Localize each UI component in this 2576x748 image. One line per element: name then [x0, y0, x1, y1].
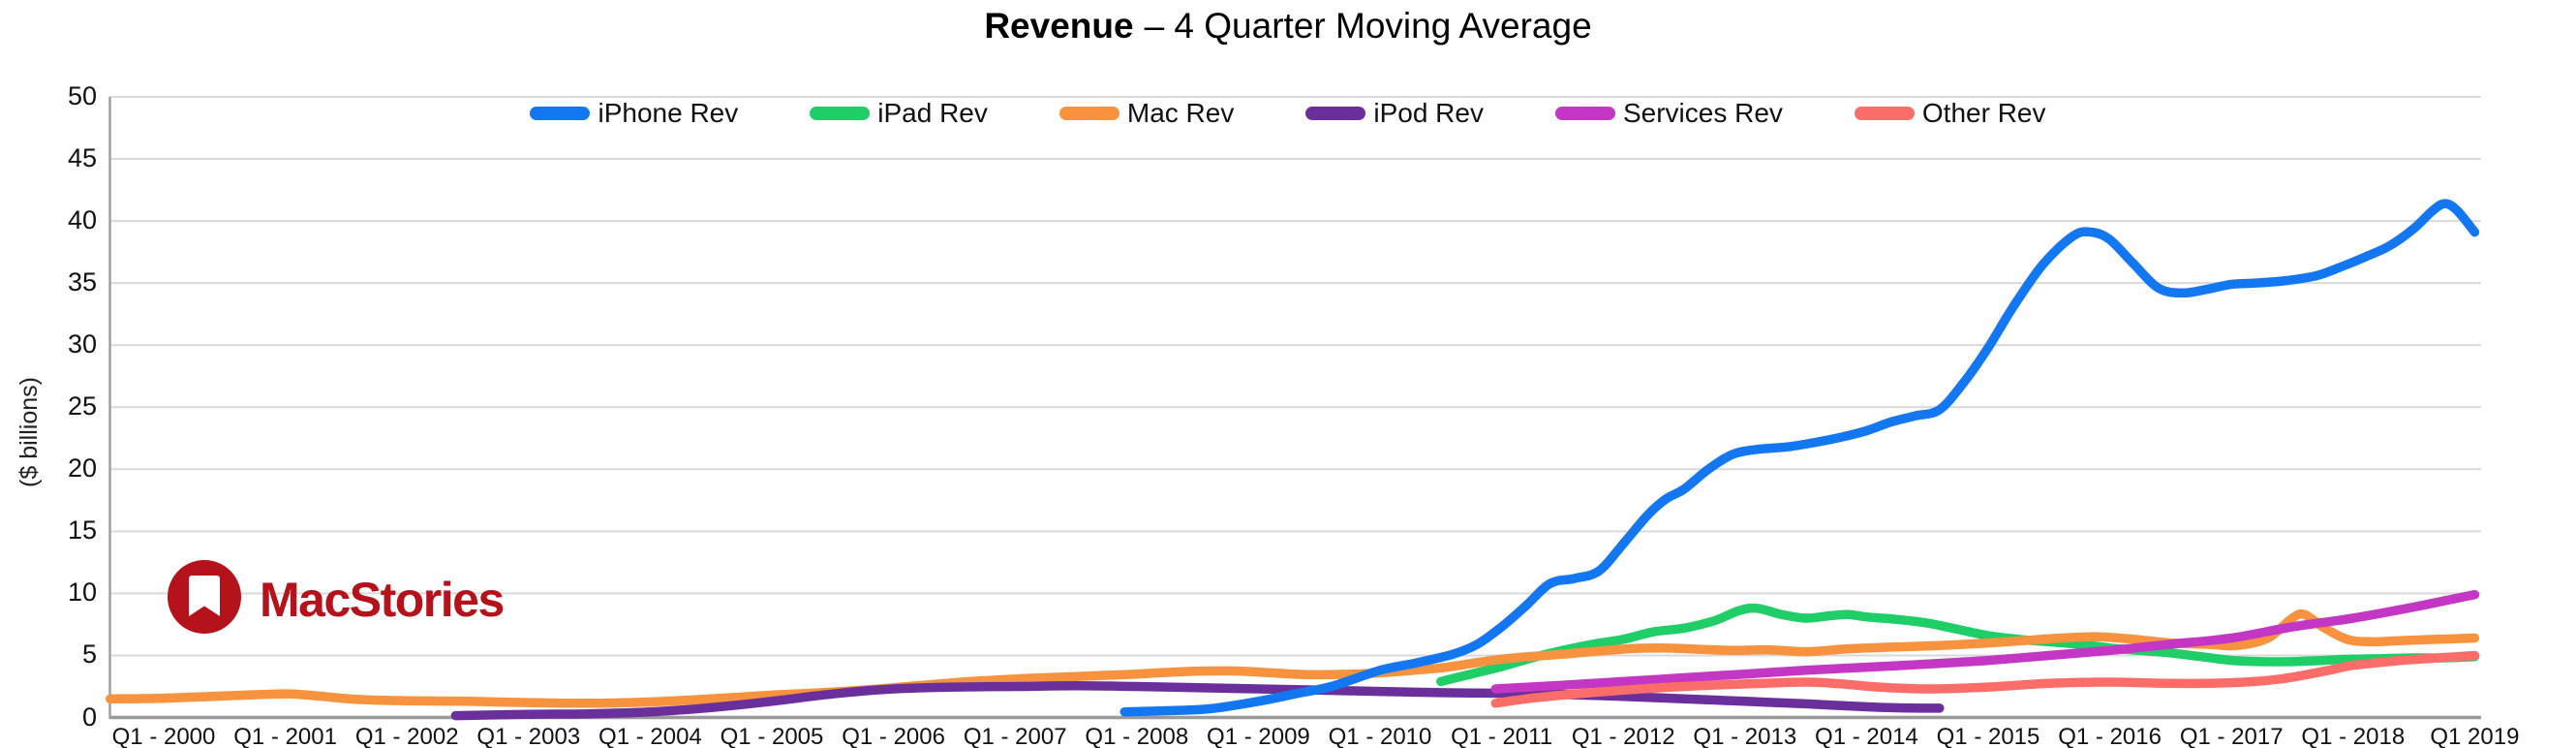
- y-axis-tick-label: 40: [67, 205, 97, 235]
- x-axis-labels: Q1 - 2000 Q1 - 2001 Q1 - 2002 Q1 - 2003 Q1 -…: [0, 724, 2576, 748]
- legend-label: iPhone Rev: [598, 98, 739, 128]
- legend-item-services-rev[interactable]: Services Rev: [1554, 98, 1783, 129]
- y-axis-tick-label: 35: [67, 267, 97, 297]
- y-axis-tick-label: 15: [67, 515, 97, 545]
- legend-swatch-services-rev: [1554, 107, 1615, 120]
- y-axis-tick-label: 20: [67, 453, 97, 483]
- x-axis-tick-label: Q1 - 2016: [2058, 724, 2162, 748]
- chart-title: Revenue – 4 Quarter Moving Average: [0, 6, 2576, 47]
- legend-swatch-iphone-rev: [530, 107, 591, 120]
- chart-title-subtitle: – 4 Quarter Moving Average: [1144, 6, 1592, 46]
- legend-item-iphone-rev[interactable]: iPhone Rev: [530, 98, 738, 129]
- x-axis-tick-label: Q1 - 2003: [476, 724, 581, 748]
- y-axis-labels: 50 45 40 35 30 25 20 15 10 5 0: [0, 0, 97, 748]
- chart-title-main: Revenue: [984, 6, 1134, 46]
- legend-swatch-other-rev: [1854, 107, 1915, 120]
- x-axis-tick-label: Q1 - 2012: [1571, 724, 1675, 748]
- series-line-ipad-rev: [1436, 603, 2480, 687]
- legend-item-other-rev[interactable]: Other Rev: [1854, 98, 2046, 129]
- series-line-ipod-rev: [450, 681, 1945, 721]
- x-axis-tick-label: Q1 - 2009: [1207, 724, 1310, 748]
- series-line-mac-rev: [105, 608, 2480, 708]
- legend-item-ipad-rev[interactable]: iPad Rev: [810, 98, 988, 129]
- y-axis-tick-label: 0: [81, 701, 97, 732]
- legend-swatch-ipad-rev: [810, 107, 871, 120]
- legend-label: Other Rev: [1921, 98, 2046, 128]
- macstories-bookmark-icon: [168, 560, 241, 639]
- series-line-iphone-rev: [1119, 199, 2480, 717]
- y-axis-tick-label: 30: [67, 329, 97, 359]
- x-axis-tick-label: Q1 - 2013: [1693, 724, 1797, 748]
- x-axis-tick-label: Q1 - 2018: [2301, 724, 2406, 748]
- x-axis-tick-label: Q1 - 2011: [1451, 724, 1553, 748]
- legend: iPhone Rev iPad Rev Mac Rev iPod Rev Service…: [0, 98, 2576, 129]
- legend-label: iPad Rev: [877, 98, 988, 128]
- macstories-wordmark: MacStories: [260, 572, 505, 627]
- x-axis-tick-label: Q1 - 2000: [111, 724, 216, 748]
- y-axis-tick-label: 10: [67, 577, 97, 608]
- x-axis-tick-label: Q1 - 2006: [842, 724, 945, 748]
- legend-label: iPod Rev: [1373, 98, 1484, 128]
- y-axis-tick-label: 50: [67, 81, 97, 110]
- legend-swatch-ipod-rev: [1305, 107, 1366, 120]
- y-axis-tick-label: 45: [67, 143, 97, 173]
- legend-item-mac-rev[interactable]: Mac Rev: [1058, 98, 1235, 129]
- x-axis-tick-label: Q1 - 2014: [1815, 724, 1918, 748]
- series-line-services-rev: [1490, 589, 2480, 694]
- x-axis-tick-label: Q1 - 2004: [598, 724, 702, 748]
- x-axis-tick-label: Q1 - 2007: [963, 724, 1067, 748]
- legend-item-ipod-rev[interactable]: iPod Rev: [1305, 98, 1484, 129]
- x-axis-tick-label: Q1 - 2010: [1328, 724, 1432, 748]
- x-axis-tick-label: Q1 - 2002: [354, 724, 459, 748]
- x-axis-tick-label: Q1 - 2015: [1936, 724, 2040, 748]
- series-lines: [105, 199, 2480, 721]
- x-axis-tick-label: Q1 - 2005: [720, 724, 824, 748]
- legend-label: Mac Rev: [1126, 98, 1235, 128]
- x-axis-tick-label: Q1 2019: [2430, 724, 2520, 748]
- macstories-watermark: MacStories: [168, 560, 505, 639]
- y-axis-tick-label: 5: [81, 639, 97, 670]
- legend-label: Services Rev: [1622, 98, 1783, 128]
- series-line-other-rev: [1490, 650, 2480, 708]
- y-axis-tick-label: 25: [67, 391, 97, 421]
- legend-swatch-mac-rev: [1058, 107, 1119, 120]
- x-axis-tick-label: Q1 - 2008: [1085, 724, 1189, 748]
- x-axis-tick-label: Q1 - 2001: [233, 724, 337, 748]
- x-axis-tick-label: Q1 - 2017: [2179, 724, 2284, 748]
